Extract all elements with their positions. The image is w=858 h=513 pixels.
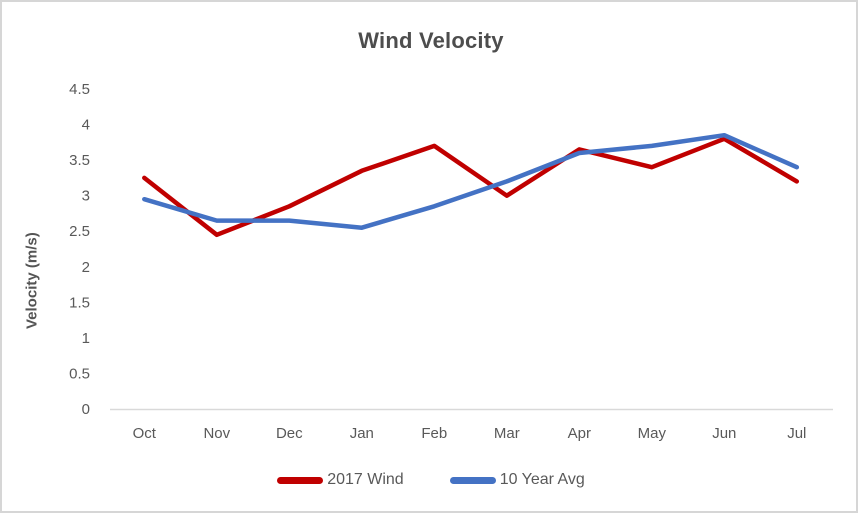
y-axis-tick-label: 0.5	[69, 365, 90, 382]
y-axis-tick-label: 4.5	[69, 81, 90, 98]
legend-label-2017-wind: 2017 Wind	[327, 471, 404, 488]
y-axis-tick-label: 2	[82, 259, 90, 276]
x-axis-label: Dec	[276, 425, 303, 442]
x-axis-label: May	[638, 425, 667, 442]
y-axis-tick-label: 0	[82, 401, 90, 418]
x-axis-label: Feb	[421, 425, 447, 442]
x-axis-label: Jul	[787, 425, 806, 442]
chart-title: Wind Velocity	[358, 28, 504, 53]
y-axis-tick-label: 2.5	[69, 223, 90, 240]
series-line-10-year-avg	[142, 132, 800, 230]
x-axis-label: Nov	[203, 425, 230, 442]
y-axis-tick-label: 1.5	[69, 294, 90, 311]
legend: 2017 Wind 10 Year Avg	[2, 471, 856, 489]
y-axis-tick-label: 3.5	[69, 152, 90, 169]
legend-label-10-year-avg: 10 Year Avg	[499, 471, 585, 488]
y-axis-tick-label: 4	[82, 117, 90, 134]
legend-swatch-10-year-avg	[449, 476, 496, 484]
y-axis-tick-label: 1	[82, 330, 90, 347]
y-axis-tick-label: 3	[82, 188, 90, 205]
legend-item-2017-wind: 2017 Wind	[277, 471, 404, 489]
x-axis-label: Jan	[350, 425, 374, 442]
x-axis-label: Mar	[494, 425, 520, 442]
x-axis-label: Apr	[568, 425, 591, 442]
legend-swatch-2017-wind	[277, 476, 324, 484]
x-axis-label: Oct	[133, 425, 157, 442]
legend-item-10-year-avg: 10 Year Avg	[449, 471, 585, 489]
x-axis-label: Jun	[712, 425, 736, 442]
